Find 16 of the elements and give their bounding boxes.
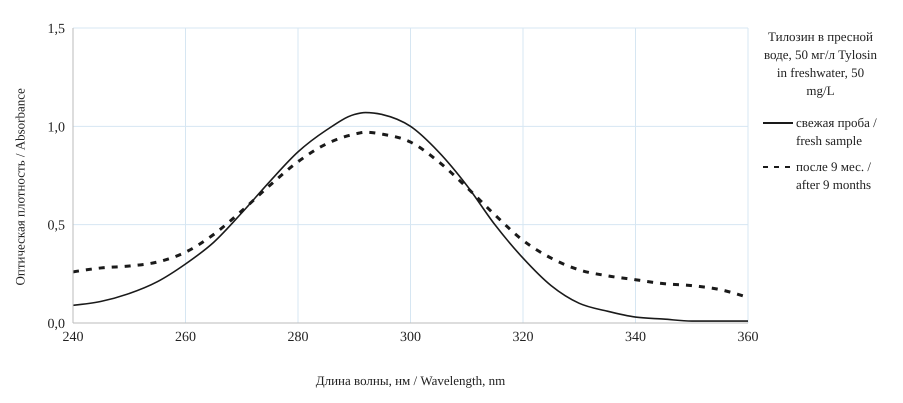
x-axis-title: Длина волны, нм / Wavelength, nm [316,373,506,388]
legend-label: свежая проба / fresh sample [796,114,878,150]
y-tick-label: 0,0 [48,316,65,332]
y-tick-label: 0,5 [48,218,65,234]
x-tick-label: 260 [175,330,196,345]
y-tick-label: 1,0 [48,120,65,136]
x-tick-label: 320 [512,330,534,345]
y-axis-title: Оптическая плотность / Absorbance [12,88,28,286]
x-tick-label: 280 [288,330,308,345]
legend-label: после 9 мес. / after 9 months [796,158,872,194]
legend-title: Тилозин в пресной воде, 50 мг/л Tylosin in freshwater, 50 mg/L [763,28,878,100]
x-tick-label: 300 [400,330,421,345]
x-tick-label: 340 [625,330,646,345]
x-tick-label: 360 [738,330,758,345]
x-tick-label: 240 [62,330,84,345]
y-tick-label: 1,5 [48,22,65,37]
